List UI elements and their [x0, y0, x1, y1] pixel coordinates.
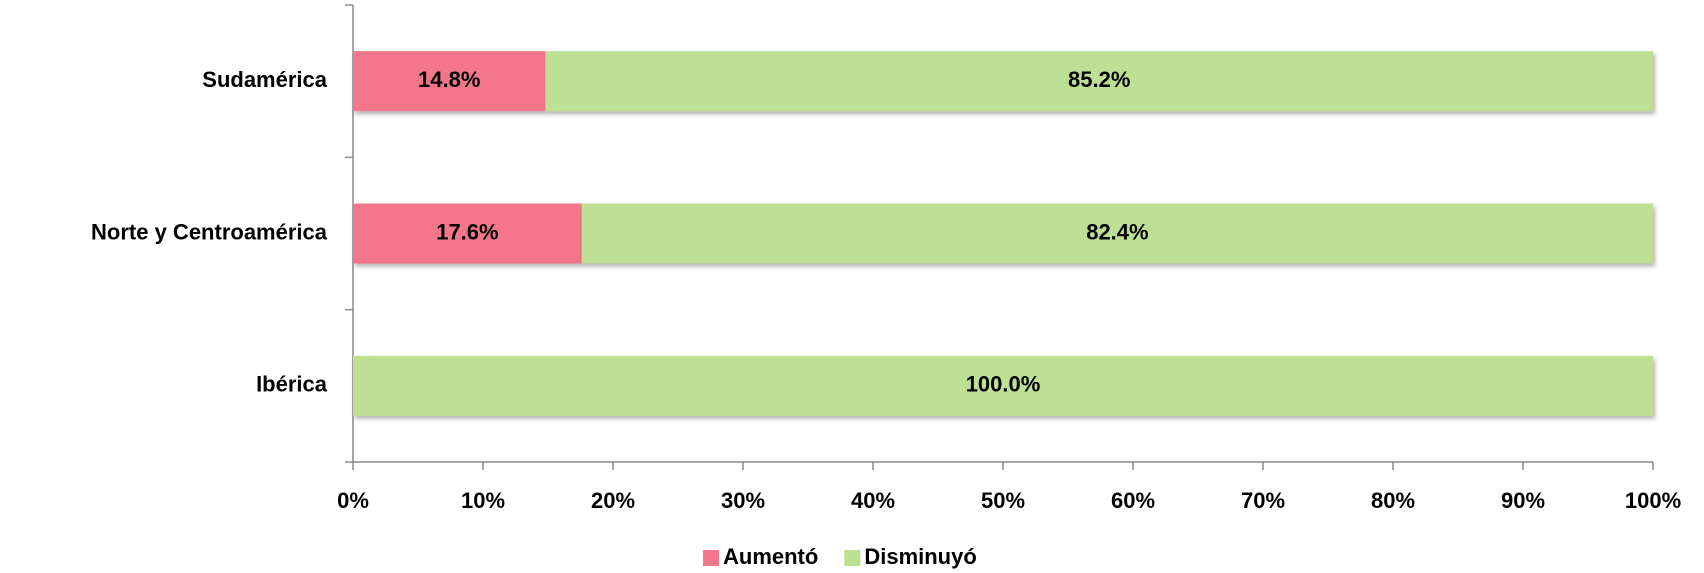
- x-tick-label: 80%: [1371, 488, 1415, 513]
- data-label: 85.2%: [1068, 67, 1130, 92]
- x-tick-label: 100%: [1625, 488, 1681, 513]
- x-tick-label: 0%: [337, 488, 369, 513]
- x-tick-label: 10%: [461, 488, 505, 513]
- data-label: 82.4%: [1086, 219, 1148, 244]
- x-tick-label: 70%: [1241, 488, 1285, 513]
- x-tick-label: 90%: [1501, 488, 1545, 513]
- x-tick-label: 20%: [591, 488, 635, 513]
- legend-swatch: [703, 550, 719, 566]
- legend-label: Disminuyó: [864, 544, 976, 569]
- y-tick-label: Sudamérica: [202, 67, 327, 92]
- bar-segment: [353, 51, 546, 112]
- data-label: 100.0%: [966, 372, 1041, 397]
- x-tick-label: 60%: [1111, 488, 1155, 513]
- data-label: 17.6%: [436, 219, 498, 244]
- x-tick-label: 30%: [721, 488, 765, 513]
- y-tick-label: Norte y Centroamérica: [91, 219, 328, 244]
- bar-segment: [353, 203, 582, 264]
- bar-segment: [545, 51, 1653, 112]
- x-tick-label: 40%: [851, 488, 895, 513]
- data-label: 14.8%: [418, 67, 480, 92]
- legend-swatch: [844, 550, 861, 566]
- x-tick-label: 50%: [981, 488, 1025, 513]
- legend-label: Aumentó: [723, 544, 818, 569]
- y-tick-label: Ibérica: [256, 372, 328, 397]
- bar-segment: [581, 203, 1653, 264]
- bar-segment: [353, 355, 1653, 416]
